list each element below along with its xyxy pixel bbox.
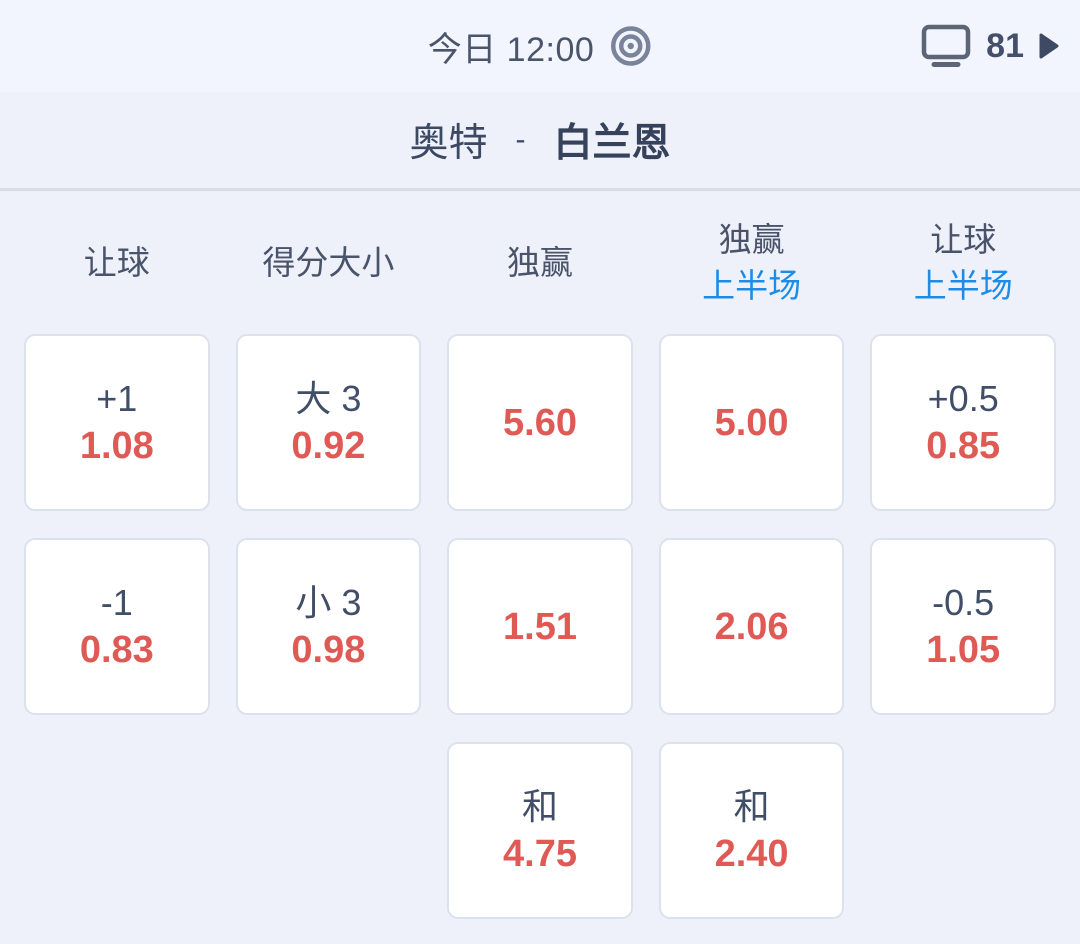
odds-selection-label: 大 3 bbox=[295, 378, 362, 419]
empty-cell bbox=[236, 742, 422, 919]
market-header-label: 得分大小 bbox=[262, 243, 395, 281]
odds-button-moneyline-fh-draw[interactable]: 和 2.40 bbox=[658, 742, 845, 919]
stats-count: 81 bbox=[986, 26, 1024, 65]
odds-value: 5.00 bbox=[714, 401, 789, 444]
odds-selection-label: 和 bbox=[521, 786, 558, 827]
match-time: 今日 12:00 bbox=[427, 30, 595, 69]
title-separator: - bbox=[515, 123, 526, 156]
market-header-label: 让球 bbox=[930, 220, 997, 258]
match-time-group: 今日 12:00 bbox=[428, 0, 653, 92]
market-header-handicap-first-half: 让球 上半场 bbox=[870, 191, 1056, 334]
odds-button-handicap-minus1[interactable]: -1 0.83 bbox=[24, 538, 210, 715]
empty-cell bbox=[24, 742, 210, 919]
market-headers: 让球 得分大小 独赢 独赢 上半场 让球 上半场 bbox=[0, 191, 1080, 334]
chevron-right-icon[interactable] bbox=[1038, 32, 1060, 60]
status-bar: 今日 12:00 81 bbox=[0, 0, 1080, 92]
market-header-label: 独赢 bbox=[718, 220, 785, 258]
match-title: 奥特 - 白兰恩 bbox=[0, 92, 1080, 188]
odds-value: 0.85 bbox=[926, 425, 1001, 467]
live-stats-group[interactable]: 81 bbox=[920, 0, 1060, 92]
odds-button-handicap-plus1[interactable]: +1 1.08 bbox=[24, 334, 210, 511]
market-header-moneyline: 独赢 bbox=[447, 191, 633, 334]
odds-button-moneyline-away[interactable]: 1.51 bbox=[447, 538, 633, 715]
odds-value: 2.40 bbox=[714, 833, 789, 875]
market-header-label: 让球 bbox=[83, 243, 150, 281]
odds-button-moneyline-fh-away[interactable]: 2.06 bbox=[658, 538, 845, 715]
odds-grid: +1 1.08 大 3 0.92 5.60 5.00 +0.5 0.85 -1 … bbox=[0, 334, 1080, 919]
odds-value: 1.51 bbox=[503, 605, 577, 648]
header-divider bbox=[0, 188, 1080, 191]
market-header-handicap: 让球 bbox=[24, 191, 210, 334]
odds-selection-label: 和 bbox=[733, 786, 770, 827]
odds-value: 2.06 bbox=[714, 605, 789, 648]
away-team-name: 白兰恩 bbox=[553, 122, 671, 165]
odds-button-moneyline-fh-home[interactable]: 5.00 bbox=[658, 334, 845, 511]
market-header-sublabel: 上半场 bbox=[913, 266, 1013, 304]
odds-value: 0.98 bbox=[291, 629, 366, 671]
odds-selection-label: +0.5 bbox=[927, 378, 999, 419]
market-header-sublabel: 上半场 bbox=[702, 266, 802, 304]
odds-button-under-3[interactable]: 小 3 0.98 bbox=[235, 538, 422, 715]
odds-button-handicap-fh-plus05[interactable]: +0.5 0.85 bbox=[870, 334, 1056, 511]
empty-cell bbox=[870, 742, 1056, 919]
bullseye-icon bbox=[608, 24, 652, 68]
odds-button-handicap-fh-minus05[interactable]: -0.5 1.05 bbox=[870, 538, 1056, 715]
odds-selection-label: 小 3 bbox=[295, 582, 362, 623]
odds-selection-label: +1 bbox=[96, 378, 138, 419]
odds-value: 0.83 bbox=[79, 629, 154, 671]
odds-button-moneyline-home[interactable]: 5.60 bbox=[447, 334, 633, 511]
odds-value: 1.05 bbox=[926, 629, 1001, 671]
market-header-moneyline-first-half: 独赢 上半场 bbox=[659, 191, 845, 334]
odds-selection-label: -1 bbox=[100, 582, 133, 623]
market-header-total-points: 得分大小 bbox=[236, 191, 422, 334]
odds-button-moneyline-draw[interactable]: 和 4.75 bbox=[447, 742, 633, 919]
home-team-name: 奥特 bbox=[409, 122, 488, 165]
odds-button-over-3[interactable]: 大 3 0.92 bbox=[235, 334, 422, 511]
odds-value: 4.75 bbox=[503, 833, 577, 875]
market-header-label: 独赢 bbox=[506, 243, 573, 281]
odds-value: 5.60 bbox=[503, 401, 577, 444]
tv-icon bbox=[920, 23, 972, 69]
odds-selection-label: -0.5 bbox=[932, 582, 995, 623]
odds-value: 0.92 bbox=[291, 425, 366, 467]
odds-value: 1.08 bbox=[79, 425, 154, 467]
